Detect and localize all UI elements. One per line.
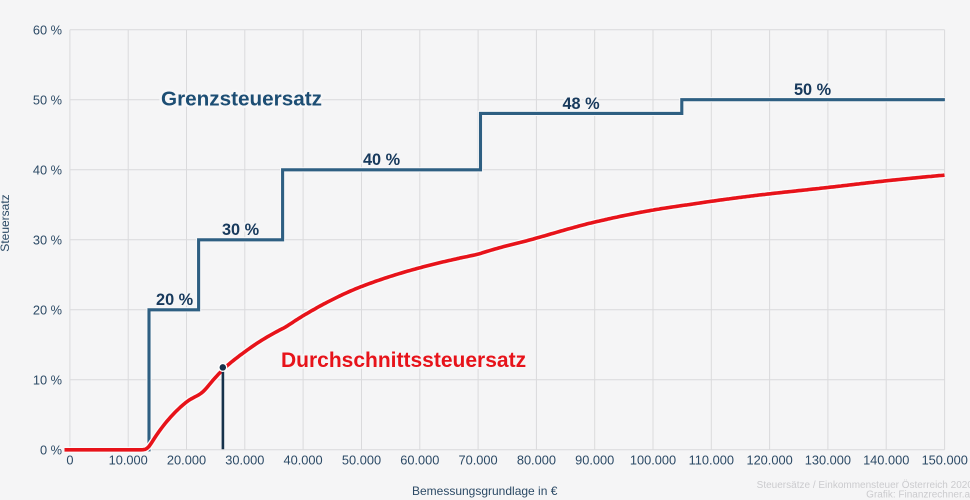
svg-text:40.000: 40.000 — [284, 453, 323, 468]
svg-text:30 %: 30 % — [33, 233, 62, 248]
svg-text:40 %: 40 % — [33, 163, 62, 178]
svg-text:50 %: 50 % — [33, 93, 62, 108]
svg-text:20 %: 20 % — [33, 303, 62, 318]
svg-text:Steuersatz: Steuersatz — [0, 194, 12, 251]
svg-text:Durchschnittssteuersatz: Durchschnittssteuersatz — [281, 349, 526, 372]
svg-text:30.000: 30.000 — [225, 453, 264, 468]
svg-text:30 %: 30 % — [222, 221, 260, 239]
svg-text:90.000: 90.000 — [575, 453, 614, 468]
svg-text:60.000: 60.000 — [400, 453, 439, 468]
svg-text:120.000: 120.000 — [746, 453, 792, 468]
svg-text:70.000: 70.000 — [459, 453, 498, 468]
svg-text:100.000: 100.000 — [630, 453, 676, 468]
svg-text:80.000: 80.000 — [517, 453, 556, 468]
svg-text:0 %: 0 % — [40, 443, 62, 458]
svg-text:60 %: 60 % — [33, 23, 62, 38]
svg-text:20 %: 20 % — [156, 291, 194, 309]
svg-text:110.000: 110.000 — [689, 453, 734, 468]
svg-text:48 %: 48 % — [562, 95, 600, 113]
svg-text:20.000: 20.000 — [167, 453, 206, 468]
svg-text:Grafik: Finanzrechner.at: Grafik: Finanzrechner.at — [866, 489, 970, 500]
svg-text:10.000: 10.000 — [109, 453, 148, 468]
svg-text:140.000: 140.000 — [863, 453, 909, 468]
svg-text:150.000: 150.000 — [922, 453, 968, 468]
svg-text:0: 0 — [66, 453, 73, 468]
svg-text:Bemessungsgrundlage in €: Bemessungsgrundlage in € — [412, 484, 558, 498]
svg-text:10 %: 10 % — [33, 373, 62, 388]
svg-text:40 %: 40 % — [363, 151, 401, 169]
svg-text:50.000: 50.000 — [342, 453, 381, 468]
svg-text:Grenzsteuersatz: Grenzsteuersatz — [161, 87, 322, 110]
svg-text:50 %: 50 % — [794, 81, 832, 99]
svg-text:130.000: 130.000 — [805, 453, 851, 468]
svg-text:Steuersätze / Einkommensteuer: Steuersätze / Einkommensteuer Österreich… — [757, 479, 970, 491]
